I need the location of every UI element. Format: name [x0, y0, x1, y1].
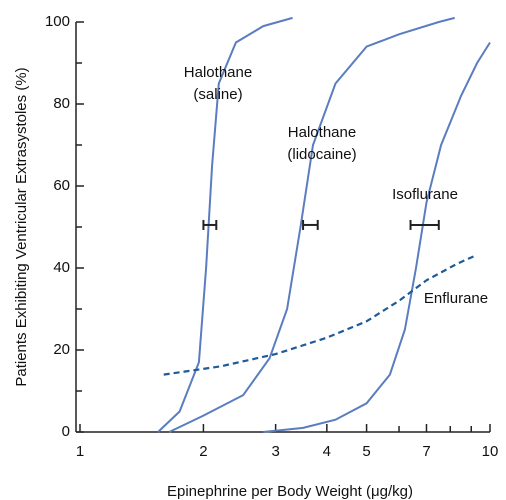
x-tick-label: 10: [482, 443, 499, 460]
series-line: [163, 254, 476, 376]
y-tick-label: 100: [45, 13, 70, 30]
x-tick-label: 4: [323, 443, 331, 460]
series-line: [157, 16, 293, 433]
series-label: (lidocaine): [287, 146, 356, 163]
y-tick-label: 60: [53, 177, 70, 194]
y-tick-label: 80: [53, 95, 70, 112]
y-tick-label: 40: [53, 259, 70, 276]
y-tick-label: 0: [62, 423, 70, 440]
x-tick-label: 1: [76, 443, 84, 460]
x-tick-label: 7: [422, 443, 430, 460]
y-axis-label: Patients Exhibiting Ventricular Extrasys…: [13, 67, 30, 386]
series-label: (saline): [193, 86, 242, 103]
series-label: Enflurane: [424, 290, 488, 307]
series-label: Isoflurane: [392, 186, 458, 203]
x-tick-label: 3: [271, 443, 279, 460]
series-line: [168, 16, 455, 433]
series-label: Halothane: [288, 124, 356, 141]
series-line: [263, 41, 491, 433]
x-axis-label: Epinephrine per Body Weight (μg/kg): [167, 483, 413, 500]
series-label: Halothane: [184, 64, 252, 81]
x-tick-label: 2: [199, 443, 207, 460]
y-tick-label: 20: [53, 341, 70, 358]
x-tick-label: 5: [362, 443, 370, 460]
